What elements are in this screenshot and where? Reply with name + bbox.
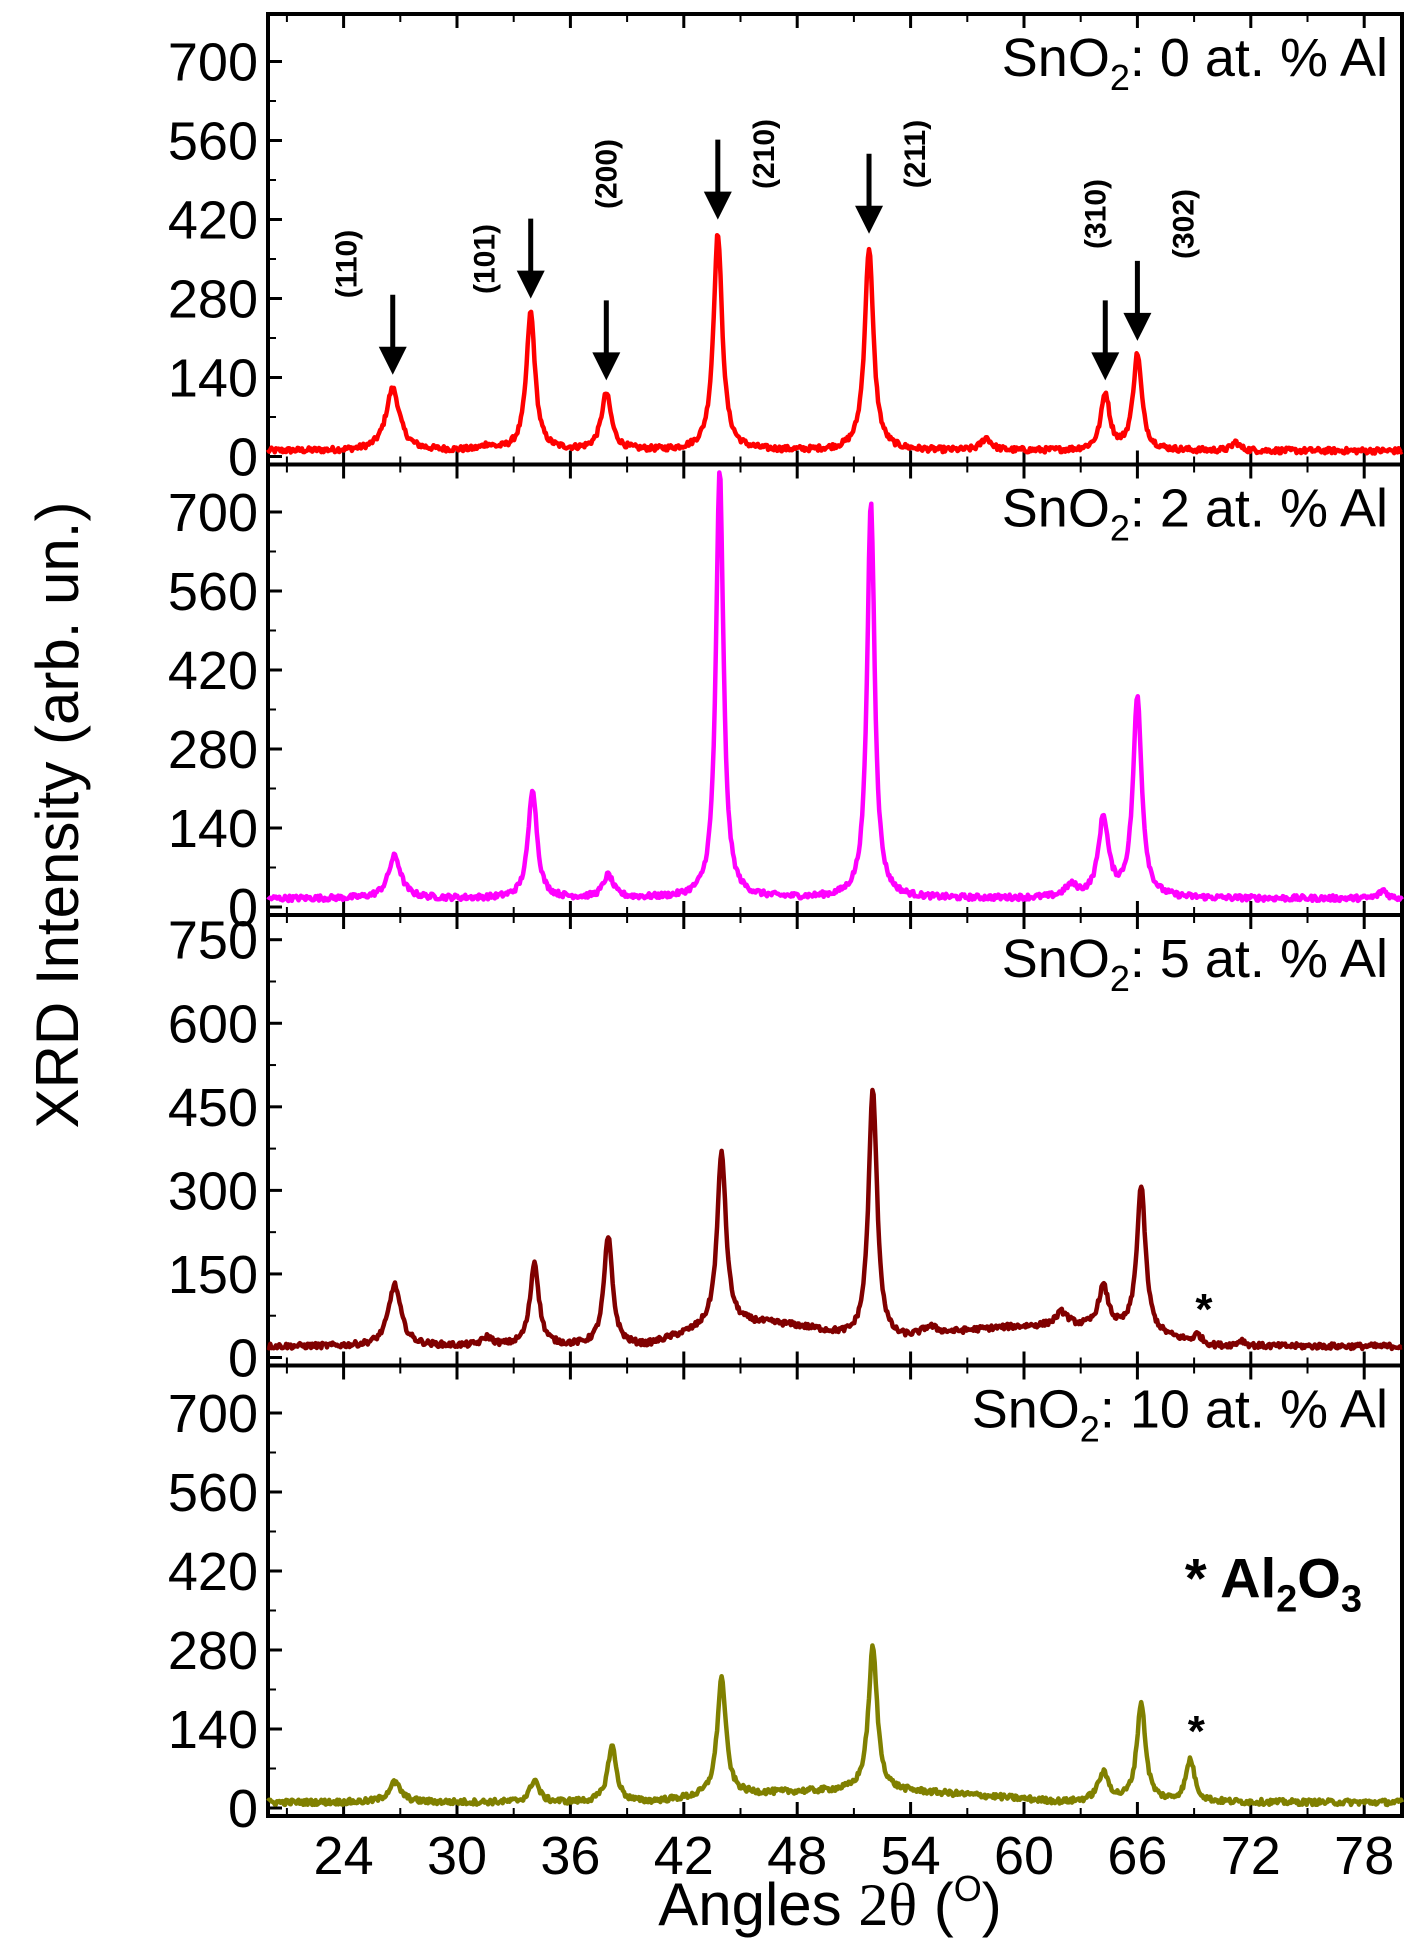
y-tick-label: 600 xyxy=(168,994,258,1054)
y-tick-label: 150 xyxy=(168,1245,258,1305)
panel-frame xyxy=(266,1363,1404,1818)
y-tick-label: 700 xyxy=(168,1384,258,1444)
miller-index: (310) xyxy=(1079,179,1112,249)
y-tick-label: 0 xyxy=(228,878,258,938)
x-tick-label: 24 xyxy=(314,1826,374,1886)
x-axis-label: Angles 2θ (O) xyxy=(658,1868,1002,1938)
panel-label: SnO2: 2 at. % Al xyxy=(1002,479,1388,549)
x-tick-label: 54 xyxy=(881,1826,941,1886)
y-tick-label: 700 xyxy=(168,483,258,543)
x-tick-label: 36 xyxy=(540,1826,600,1886)
y-tick-label: 420 xyxy=(168,641,258,701)
panel-label-post: : 0 at. % Al xyxy=(1130,28,1388,88)
y-tick-label: 560 xyxy=(168,112,258,172)
y-tick-label: 280 xyxy=(168,270,258,330)
panel-label-pre: SnO xyxy=(972,1380,1080,1440)
panel-label-pre: SnO xyxy=(1002,28,1110,88)
x-axis-label-close: ) xyxy=(982,1871,1002,1938)
x-tick-label: 78 xyxy=(1334,1826,1394,1886)
miller-index: (210) xyxy=(748,119,781,189)
x-tick-label: 60 xyxy=(994,1826,1054,1886)
x-tick-labels: 24 30 36 42 48 54 60 66 72 78 xyxy=(314,1826,1395,1886)
peak-arrow-head xyxy=(703,191,732,220)
x-tick-label: 30 xyxy=(427,1826,487,1886)
y-tick-label: 0 xyxy=(228,1779,258,1839)
x-axis-label-theta: 2θ xyxy=(858,1872,917,1938)
x-tick-label: 66 xyxy=(1107,1826,1167,1886)
peak-arrow-head xyxy=(516,270,545,299)
miller-index: (302) xyxy=(1167,189,1200,259)
panel-label-post: : 10 at. % Al xyxy=(1100,1380,1388,1440)
series-line-2 xyxy=(266,1087,1404,1352)
x-tick-label: 48 xyxy=(767,1826,827,1886)
panel-2: 0 150 300 450 600 750 SnO2: 5 at. % Al * xyxy=(168,911,1404,1389)
y-tick-label: 280 xyxy=(168,1621,258,1681)
note-sub-3: 3 xyxy=(1341,1579,1362,1621)
miller-index: (101) xyxy=(469,224,502,294)
panel-label-sub: 2 xyxy=(1110,508,1130,549)
y-tick-label: 700 xyxy=(168,33,258,93)
y-tick-label: 140 xyxy=(168,799,258,859)
peak-arrow-head xyxy=(1123,312,1152,341)
y-tick-label: 420 xyxy=(168,191,258,251)
y-tick-label: 450 xyxy=(168,1078,258,1138)
x-axis-label-prefix: Angles xyxy=(658,1871,858,1938)
y-tick-label: 140 xyxy=(168,1700,258,1760)
al2o3-marker: * xyxy=(1195,1285,1213,1334)
panel-label: SnO2: 0 at. % Al xyxy=(1002,28,1388,98)
y-tick-label: 420 xyxy=(168,1542,258,1602)
y-axis-label: XRD Intensity (arb. un.) xyxy=(24,502,91,1129)
panel-label: SnO2: 10 at. % Al xyxy=(972,1380,1388,1450)
panel-label-post: : 5 at. % Al xyxy=(1130,929,1388,989)
x-tick-label: 42 xyxy=(654,1826,714,1886)
series-line-0 xyxy=(266,232,1404,456)
x-tick-label: 72 xyxy=(1221,1826,1281,1886)
x-axis-label-degree: O xyxy=(954,1868,982,1909)
y-tick-label: 300 xyxy=(168,1161,258,1221)
panel-label-sub: 2 xyxy=(1110,57,1130,98)
note-o: O xyxy=(1297,1547,1341,1610)
note-star: * xyxy=(1185,1547,1220,1610)
panel-0: 0 140 280 420 560 700 SnO2: 0 at. % Al (110) (10… xyxy=(168,12,1404,488)
al2o3-marker: * xyxy=(1188,1707,1206,1756)
series-line-1 xyxy=(266,470,1404,904)
y-tick-label: 560 xyxy=(168,562,258,622)
peak-arrow-head xyxy=(378,346,407,375)
y-tick-label: 560 xyxy=(168,1463,258,1523)
miller-index: (211) xyxy=(899,120,932,188)
y-tick-label: 0 xyxy=(228,1329,258,1389)
panel-label: SnO2: 5 at. % Al xyxy=(1002,929,1388,999)
series-line-3 xyxy=(266,1643,1405,1808)
y-tick-label: 750 xyxy=(168,911,258,971)
panel-label-sub: 2 xyxy=(1110,958,1130,999)
x-axis-label-open: ( xyxy=(917,1871,954,1938)
note-al: Al xyxy=(1220,1547,1276,1610)
miller-index: (110) xyxy=(331,230,364,298)
peak-arrow-head xyxy=(1091,352,1120,381)
y-tick-label: 0 xyxy=(228,428,258,488)
peak-arrow-head xyxy=(855,205,884,234)
panel-1: 0 140 280 420 560 700 SnO2: 2 at. % Al xyxy=(168,462,1404,938)
panel-label-post: : 2 at. % Al xyxy=(1130,479,1388,539)
panel-label-pre: SnO xyxy=(1002,479,1110,539)
peak-arrow-head xyxy=(592,352,621,381)
note-sub-2: 2 xyxy=(1276,1579,1297,1621)
panel-label-pre: SnO xyxy=(1002,929,1110,989)
miller-index: (200) xyxy=(590,139,623,209)
y-tick-label: 280 xyxy=(168,720,258,780)
panel-label-sub: 2 xyxy=(1080,1409,1100,1450)
y-tick-label: 140 xyxy=(168,349,258,409)
al2o3-legend-note: * Al2O3 xyxy=(1185,1547,1362,1621)
